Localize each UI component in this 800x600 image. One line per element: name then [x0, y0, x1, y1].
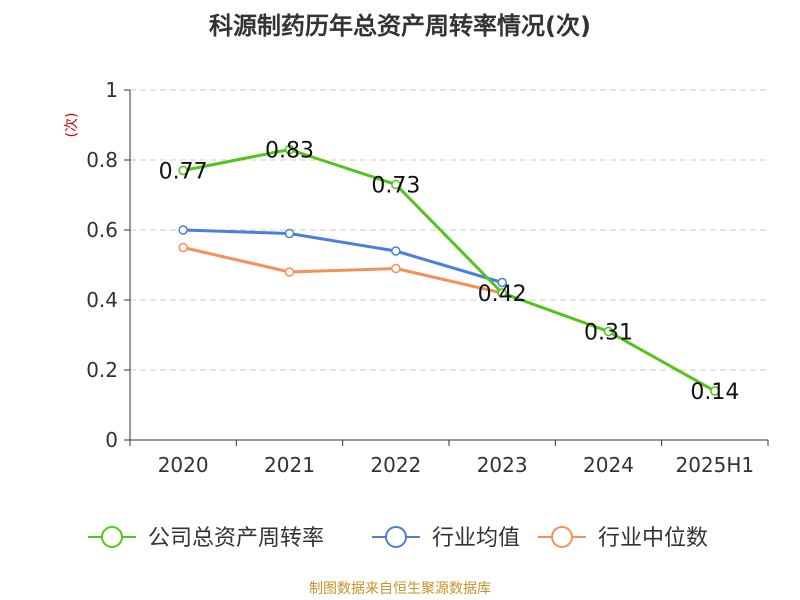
y-tick-label: 0.4	[86, 288, 118, 312]
data-point	[603, 326, 614, 337]
y-tick-label: 1	[105, 78, 118, 102]
data-point	[284, 228, 295, 239]
legend-item-1: 行业均值	[372, 526, 520, 551]
y-tick-label: 0	[105, 428, 118, 452]
series-line-2	[182, 246, 503, 295]
grid-lines	[130, 89, 768, 371]
legend-swatch-marker	[551, 526, 573, 548]
x-tick-label: 2025H1	[675, 453, 754, 477]
chart-title: 科源制药历年总资产周转率情况(次)	[209, 12, 591, 40]
legend-item-2: 行业中位数	[538, 526, 708, 551]
axes: 0 0.2 0.4 0.6 0.8 1 2020 2021 2022 2023 2024 2025H1…	[64, 78, 769, 477]
data-label: 0.73	[371, 174, 420, 199]
data-label: 0.14	[690, 380, 739, 405]
data-labels: 0.77 0.83 0.73 0.42 0.31 0.14	[159, 139, 740, 406]
x-tick-label: 2021	[264, 453, 315, 477]
series-line-1	[183, 228, 503, 284]
data-point	[178, 242, 188, 253]
data-point	[284, 144, 295, 155]
data-label: 0.77	[159, 160, 208, 185]
legend-swatch-marker	[385, 526, 407, 548]
data-point	[497, 277, 507, 288]
data-point	[284, 267, 295, 277]
x-tick-label: 2022	[370, 453, 421, 477]
data-point	[391, 246, 401, 256]
legend: 公司总资产周转率 行业均值 行业中位数	[88, 526, 708, 551]
legend-label: 行业均值	[432, 526, 520, 551]
legend-label: 公司总资产周转率	[148, 526, 324, 551]
data-point	[391, 179, 401, 190]
legend-item-0: 公司总资产周转率	[88, 526, 324, 551]
data-label: 0.83	[265, 139, 314, 164]
x-tick-label: 2020	[158, 453, 209, 477]
y-axis-label: (次)	[64, 113, 80, 138]
series-line-0	[182, 148, 716, 393]
x-tick-label: 2024	[583, 453, 634, 477]
data-point	[178, 165, 188, 176]
data-label: 0.42	[478, 282, 527, 307]
data-label: 0.31	[584, 321, 633, 346]
footer-source: 制图数据来自恒生聚源数据库	[309, 581, 491, 597]
legend-swatch-marker	[101, 526, 123, 548]
series-lines	[178, 144, 720, 396]
y-tick-label: 0.8	[86, 148, 118, 172]
x-tick-label: 2023	[477, 453, 528, 477]
data-point	[710, 386, 720, 396]
y-tick-label: 0.6	[86, 218, 118, 242]
data-point	[497, 288, 507, 298]
data-point	[391, 263, 401, 274]
data-point	[178, 225, 188, 235]
legend-label: 行业中位数	[598, 526, 708, 551]
y-tick-label: 0.2	[86, 358, 118, 382]
